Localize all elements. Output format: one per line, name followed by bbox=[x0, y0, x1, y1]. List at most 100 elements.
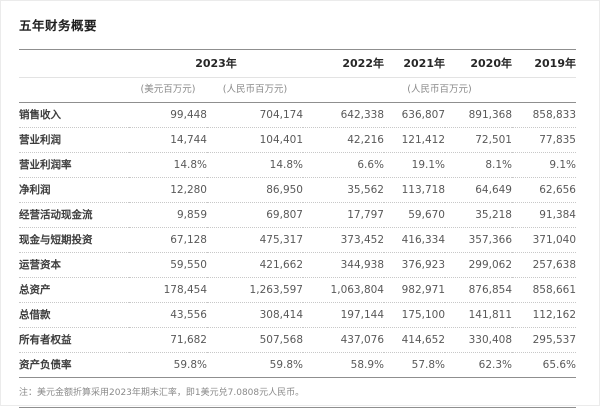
cell-2023-rmb: 704,174 bbox=[259, 108, 303, 121]
cell-2020: 876,854 bbox=[445, 277, 512, 303]
five-year-financial-table: 2023年 2022年 2021年 2020年 2019年 (美元百万元) (人… bbox=[19, 49, 576, 378]
cell-2020: 72,501 bbox=[445, 127, 512, 153]
cell-2023-usd: 178,454 bbox=[129, 277, 207, 303]
cell-2023-usd: 43,556 bbox=[129, 302, 207, 328]
cell-2023-usd: 9,859 bbox=[129, 202, 207, 228]
row-label: 营业利润 bbox=[19, 127, 129, 153]
cell-2020: 62.3% bbox=[445, 352, 512, 378]
cell-2022: 1,063,804 bbox=[303, 277, 384, 303]
cell-2020: 330,408 bbox=[445, 327, 512, 353]
cell-2022: 42,216 bbox=[303, 127, 384, 153]
cell-2023-usd: 67,128 bbox=[129, 227, 207, 253]
year-header-row: 2023年 2022年 2021年 2020年 2019年 bbox=[19, 50, 576, 78]
year-header-2020: 2020年 bbox=[470, 57, 512, 70]
table-row-cash-and-short-term-investments: 现金与短期投资 67,128 475,317 373,452 416,334 3… bbox=[19, 227, 576, 253]
table-row-operating-cash-flow: 经营活动现金流 9,859 69,807 17,797 59,670 35,21… bbox=[19, 202, 576, 228]
cell-2023-usd: 59,550 bbox=[129, 252, 207, 278]
row-label: 净利润 bbox=[19, 177, 129, 203]
table-row-owners-equity: 所有者权益 71,682 507,568 437,076 414,652 330… bbox=[19, 327, 576, 353]
cell-2020: 357,366 bbox=[445, 227, 512, 253]
table-row-working-capital: 运营资本 59,550 421,662 344,938 376,923 299,… bbox=[19, 252, 576, 278]
cell-2023-rmb: 475,317 bbox=[207, 227, 303, 253]
cell-2019: 371,040 bbox=[512, 227, 576, 253]
cell-2023-rmb: 59.8% bbox=[207, 352, 303, 378]
unit-empty-cell bbox=[19, 77, 129, 103]
cell-2023-rmb: 507,568 bbox=[207, 327, 303, 353]
cell-2021: 376,923 bbox=[384, 252, 445, 278]
cell-2022: 197,144 bbox=[303, 302, 384, 328]
cell-2019: 858,661 bbox=[512, 277, 576, 303]
year-header-2021: 2021年 bbox=[403, 57, 445, 70]
cell-2020: 8.1% bbox=[445, 152, 512, 178]
exchange-rate-footnote: 注：美元金额折算采用2023年期末汇率，即1美元兑7.0808元人民币。 bbox=[19, 378, 576, 408]
unit-rmb-millions-prior-years: (人民币百万元) bbox=[303, 77, 576, 103]
cell-2023-usd: 14.8% bbox=[129, 152, 207, 178]
cell-2019: 77,835 bbox=[512, 127, 576, 153]
page-title: 五年财务概要 bbox=[19, 18, 98, 33]
cell-2021: 19.1% bbox=[384, 152, 445, 178]
header-empty-cell bbox=[19, 50, 129, 78]
cell-2019: 62,656 bbox=[512, 177, 576, 203]
cell-2021: 416,334 bbox=[384, 227, 445, 253]
cell-2023-usd: 14,744 bbox=[129, 127, 207, 153]
cell-2021: 414,652 bbox=[384, 327, 445, 353]
row-label: 总资产 bbox=[19, 277, 129, 303]
cell-2023-usd: 71,682 bbox=[129, 327, 207, 353]
row-label: 运营资本 bbox=[19, 252, 129, 278]
cell-2020: 299,062 bbox=[445, 252, 512, 278]
cell-2019: 858,833 bbox=[532, 108, 576, 121]
cell-2019: 112,162 bbox=[512, 302, 576, 328]
cell-2023-rmb: 104,401 bbox=[207, 127, 303, 153]
year-header-2019: 2019年 bbox=[534, 57, 576, 70]
row-label: 销售收入 bbox=[19, 108, 61, 121]
year-header-2022: 2022年 bbox=[342, 57, 384, 70]
table-row-operating-profit: 营业利润 14,744 104,401 42,216 121,412 72,50… bbox=[19, 127, 576, 153]
cell-2023-rmb: 308,414 bbox=[207, 302, 303, 328]
row-label: 经营活动现金流 bbox=[19, 202, 129, 228]
cell-2022: 58.9% bbox=[303, 352, 384, 378]
unit-usd-millions: (美元百万元) bbox=[129, 77, 207, 103]
cell-2023-usd: 59.8% bbox=[129, 352, 207, 378]
cell-2021: 636,807 bbox=[401, 108, 445, 121]
cell-2023-rmb: 14.8% bbox=[207, 152, 303, 178]
table-header: 2023年 2022年 2021年 2020年 2019年 (美元百万元) (人… bbox=[19, 50, 576, 103]
table-row-total-borrowings: 总借款 43,556 308,414 197,144 175,100 141,8… bbox=[19, 302, 576, 328]
table-row-debt-ratio: 资产负债率 59.8% 59.8% 58.9% 57.8% 62.3% 65.6… bbox=[19, 352, 576, 378]
row-label: 营业利润率 bbox=[19, 152, 129, 178]
cell-2023-usd: 12,280 bbox=[129, 177, 207, 203]
cell-2021: 57.8% bbox=[384, 352, 445, 378]
cell-2020: 64,649 bbox=[445, 177, 512, 203]
cell-2023-rmb: 1,263,597 bbox=[207, 277, 303, 303]
row-label: 资产负债率 bbox=[19, 352, 129, 378]
cell-2020: 35,218 bbox=[445, 202, 512, 228]
cell-2019: 295,537 bbox=[512, 327, 576, 353]
cell-2020: 891,368 bbox=[468, 108, 512, 121]
row-label: 现金与短期投资 bbox=[19, 227, 129, 253]
cell-2022: 373,452 bbox=[303, 227, 384, 253]
year-header-2023: 2023年 bbox=[195, 57, 237, 70]
unit-rmb-millions-2023: (人民币百万元) bbox=[207, 77, 303, 103]
cell-2021: 113,718 bbox=[384, 177, 445, 203]
unit-header-row: (美元百万元) (人民币百万元) (人民币百万元) bbox=[19, 77, 576, 103]
table-row-net-profit: 净利润 12,280 86,950 35,562 113,718 64,649 … bbox=[19, 177, 576, 203]
cell-2022: 344,938 bbox=[303, 252, 384, 278]
cell-2022: 437,076 bbox=[303, 327, 384, 353]
cell-2023-usd: 99,448 bbox=[170, 108, 207, 121]
table-body: 销售收入 99,448 704,174 642,338 636,807 891,… bbox=[19, 103, 576, 378]
cell-2019: 257,638 bbox=[512, 252, 576, 278]
cell-2019: 65.6% bbox=[512, 352, 576, 378]
cell-2023-rmb: 421,662 bbox=[207, 252, 303, 278]
cell-2023-rmb: 69,807 bbox=[207, 202, 303, 228]
table-row-operating-margin: 营业利润率 14.8% 14.8% 6.6% 19.1% 8.1% 9.1% bbox=[19, 152, 576, 178]
cell-2022: 642,338 bbox=[340, 108, 384, 121]
cell-2019: 91,384 bbox=[512, 202, 576, 228]
cell-2023-rmb: 86,950 bbox=[207, 177, 303, 203]
row-label: 总借款 bbox=[19, 302, 129, 328]
cell-2021: 59,670 bbox=[384, 202, 445, 228]
cell-2021: 121,412 bbox=[384, 127, 445, 153]
cell-2021: 175,100 bbox=[384, 302, 445, 328]
cell-2022: 35,562 bbox=[303, 177, 384, 203]
cell-2019: 9.1% bbox=[512, 152, 576, 178]
